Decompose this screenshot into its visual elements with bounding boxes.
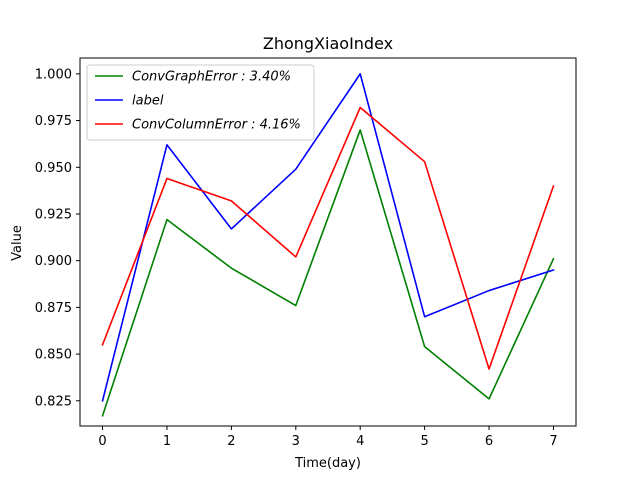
y-tick-label-5: 0.950: [35, 161, 72, 176]
series-line-2: [101, 106, 555, 370]
legend-box: [86, 64, 315, 141]
x-tick-label-2: 2: [227, 434, 235, 449]
y-tick-label-1: 0.850: [35, 348, 72, 363]
legend-label-0: ConvGraphError : 3.40%: [132, 70, 291, 85]
y-tick-label-4: 0.925: [35, 207, 72, 222]
y-tick-label-7: 1.000: [35, 67, 72, 82]
x-tick-label-6: 6: [485, 434, 493, 449]
x-axis-title: Time(day): [294, 456, 361, 471]
x-tick-label-0: 0: [98, 434, 106, 449]
axes-layer: 0 1 2 3 4 5 6 7 0.825 0.850 0.875 0.900 0.925 0.950 0.…: [35, 57, 577, 449]
chart-title: ZhongXiaoIndex: [263, 34, 393, 53]
series-layer: [101, 73, 555, 417]
series-line-1: [101, 73, 555, 402]
series-line-0: [101, 129, 555, 417]
plot-frame: [79, 57, 577, 427]
y-tick-label-3: 0.900: [35, 254, 72, 269]
x-tick-label-1: 1: [163, 434, 171, 449]
x-tick-label-4: 4: [356, 434, 364, 449]
x-tick-label-5: 5: [420, 434, 428, 449]
x-tick-label-7: 7: [549, 434, 557, 449]
y-tick-label-2: 0.875: [35, 301, 72, 316]
legend-label-2: ConvColumnError : 4.16%: [132, 118, 301, 133]
y-tick-label-0: 0.825: [35, 394, 72, 409]
legend: ConvGraphError : 3.40% label ConvColumnErr…: [86, 64, 315, 141]
x-tick-label-3: 3: [292, 434, 300, 449]
y-tick-label-6: 0.975: [35, 114, 72, 129]
y-axis-title: Value: [10, 225, 25, 261]
legend-label-1: label: [132, 94, 164, 109]
